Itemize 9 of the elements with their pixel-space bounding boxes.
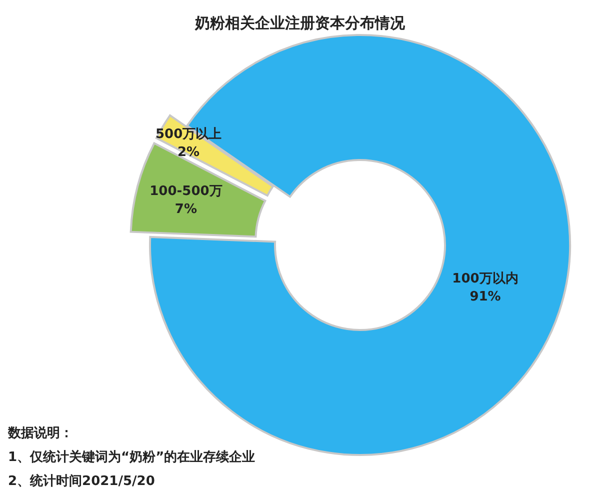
data-label: 7% xyxy=(174,202,198,218)
slice-label: 100万以内 xyxy=(452,272,518,287)
annotation: 数据说明： xyxy=(8,426,73,441)
slice-label: 100-500万 xyxy=(150,184,222,200)
title: 奶粉相关企业注册资本分布情况 xyxy=(195,14,405,32)
data-label: 91% xyxy=(470,290,501,305)
annotation: 2、统计时间2021/5/20 xyxy=(8,474,155,489)
data-label: 2% xyxy=(178,144,200,160)
annotation: 1、仅统计关键词为“奶粉”的在业存续企业 xyxy=(8,450,256,465)
